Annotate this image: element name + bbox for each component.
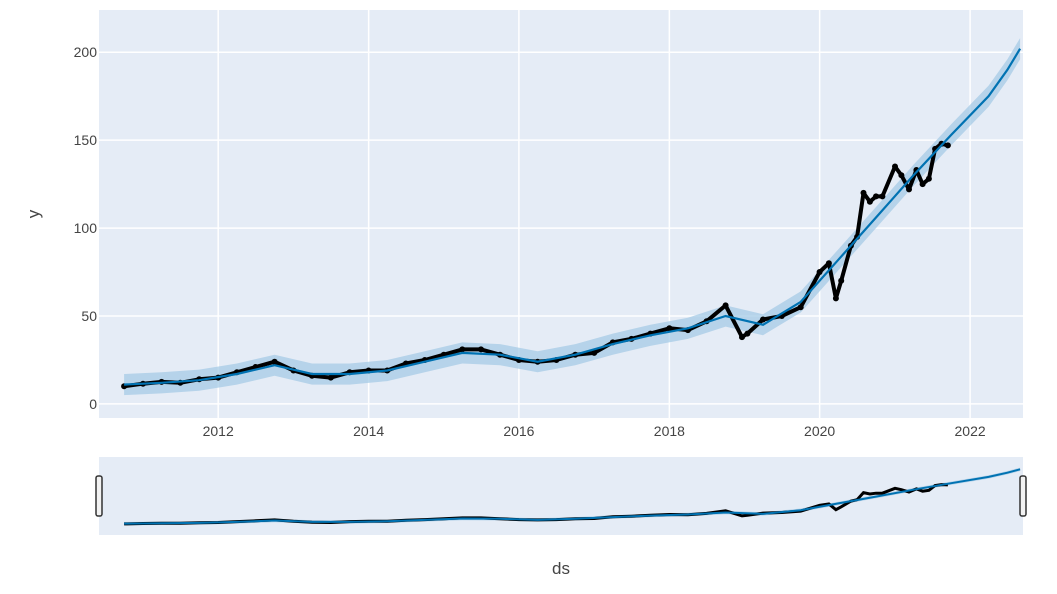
x-tick-label: 2022 — [955, 423, 986, 439]
y-tick-label: 200 — [74, 44, 98, 60]
x-tick-label: 2018 — [654, 423, 685, 439]
y-axis-title: y — [24, 209, 43, 218]
y-tick-label: 100 — [74, 220, 98, 236]
y-tick-labels: 0 50 100 150 200 — [74, 44, 98, 412]
y-tick-label: 0 — [89, 396, 97, 412]
main-plot-grid — [99, 10, 1023, 418]
forecast-line — [124, 48, 1022, 386]
x-axis-title: ds — [552, 559, 570, 578]
x-tick-label: 2012 — [203, 423, 234, 439]
rangeslider-right-handle[interactable] — [1019, 475, 1027, 517]
actual-points-trace — [123, 141, 949, 389]
x-tick-label: 2016 — [503, 423, 534, 439]
main-plot-data — [121, 38, 1022, 396]
x-tick-labels: 2012 2014 2016 2018 2020 2022 — [203, 423, 986, 439]
rangeslider-left-handle[interactable] — [95, 475, 103, 517]
x-tick-label: 2020 — [804, 423, 835, 439]
y-tick-label: 50 — [81, 308, 97, 324]
x-tick-label: 2014 — [353, 423, 384, 439]
rangeslider-line — [124, 468, 1021, 525]
rangeslider-data — [124, 467, 1021, 526]
y-tick-label: 150 — [74, 132, 98, 148]
